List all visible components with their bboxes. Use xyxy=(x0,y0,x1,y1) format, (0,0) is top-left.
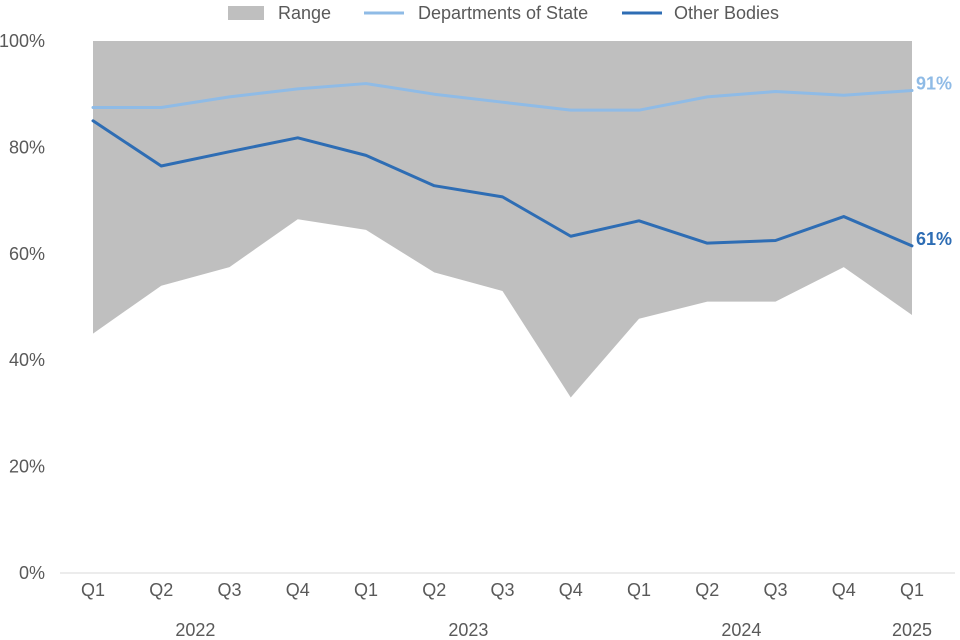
y-tick-label: 40% xyxy=(9,350,45,370)
x-tick-label: Q3 xyxy=(490,580,514,600)
x-year-label: 2025 xyxy=(892,620,932,640)
legend-label: Departments of State xyxy=(418,3,588,23)
legend-label: Range xyxy=(278,3,331,23)
x-tick-label: Q1 xyxy=(81,580,105,600)
x-year-label: 2023 xyxy=(448,620,488,640)
x-tick-label: Q1 xyxy=(354,580,378,600)
x-tick-label: Q3 xyxy=(217,580,241,600)
x-tick-label: Q4 xyxy=(559,580,583,600)
x-year-label: 2022 xyxy=(175,620,215,640)
legend-label: Other Bodies xyxy=(674,3,779,23)
x-tick-label: Q2 xyxy=(149,580,173,600)
legend: Range Departments of State Other Bodies xyxy=(228,3,779,23)
x-tick-label: Q2 xyxy=(695,580,719,600)
plot-area: 91% 61% xyxy=(91,41,952,398)
y-tick-label: 0% xyxy=(19,563,45,583)
series-line-other-bodies xyxy=(91,119,914,248)
x-tick-label: Q2 xyxy=(422,580,446,600)
x-tick-label: Q1 xyxy=(900,580,924,600)
x-tick-label: Q4 xyxy=(832,580,856,600)
series-end-label: 61% xyxy=(916,229,952,249)
range-area xyxy=(93,41,912,398)
series-end-label: 91% xyxy=(916,73,952,93)
y-tick-label: 80% xyxy=(9,137,45,157)
y-tick-label: 100% xyxy=(0,31,45,51)
y-tick-label: 20% xyxy=(9,457,45,477)
y-tick-label: 60% xyxy=(9,244,45,264)
x-year-label: 2024 xyxy=(721,620,761,640)
series-line-departments-of-state xyxy=(91,82,914,112)
legend-swatch-range xyxy=(228,6,264,20)
axes: 0% 20% 40% 60% 80% 100% Q1 Q2 Q3 Q4 Q1 Q2 Q3 Q4 Q1 Q2 Q3… xyxy=(0,31,955,640)
x-tick-label: Q4 xyxy=(286,580,310,600)
x-tick-label: Q1 xyxy=(627,580,651,600)
x-tick-label: Q3 xyxy=(763,580,787,600)
